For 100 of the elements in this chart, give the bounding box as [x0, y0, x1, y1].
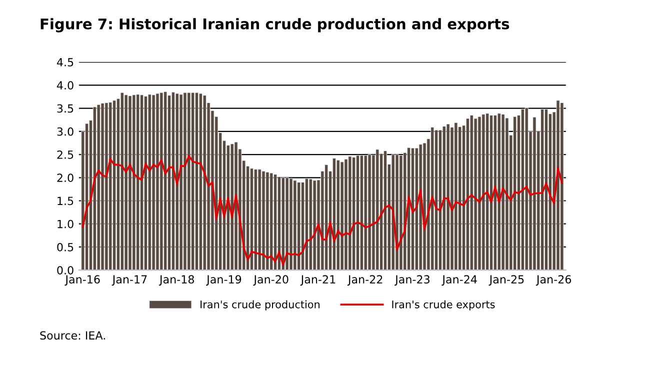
- bar: [132, 94, 136, 270]
- bar: [136, 94, 140, 270]
- bar: [144, 96, 148, 270]
- bar: [422, 142, 426, 270]
- bar: [383, 150, 388, 270]
- bar: [152, 94, 156, 270]
- bar: [560, 102, 564, 270]
- bar: [532, 116, 536, 270]
- bar: [262, 170, 266, 270]
- bar: [304, 178, 308, 270]
- bar: [128, 96, 132, 270]
- x-tick-label: Jan-23: [394, 275, 430, 286]
- bar: [540, 109, 544, 270]
- bar: [524, 108, 528, 270]
- bar: [486, 113, 490, 270]
- bar: [202, 95, 206, 270]
- x-tick-label: Jan-16: [64, 275, 100, 286]
- bar: [430, 127, 434, 270]
- bar: [285, 177, 289, 270]
- bar: [164, 91, 168, 270]
- bar: [380, 153, 384, 270]
- y-tick-label: 2.0: [57, 174, 74, 182]
- x-tick-label: Jan-26: [536, 275, 572, 286]
- bar: [258, 169, 262, 270]
- bar: [266, 172, 270, 270]
- bar: [336, 160, 340, 270]
- y-tick-label: 1.5: [58, 196, 74, 206]
- bar: [85, 123, 89, 270]
- source-note: Source: IEA.: [40, 331, 105, 340]
- bar: [356, 155, 360, 270]
- bar: [470, 115, 474, 270]
- bar: [191, 92, 195, 270]
- bar: [250, 168, 254, 270]
- bar: [274, 174, 278, 270]
- bar: [124, 94, 128, 270]
- bar: [281, 177, 285, 270]
- x-tick-label: Jan-19: [206, 275, 242, 286]
- x-tick-label: Jan-22: [347, 275, 382, 286]
- bar: [194, 92, 199, 270]
- bar: [513, 116, 517, 270]
- x-tick-label: Jan-20: [253, 275, 288, 286]
- bar: [544, 109, 548, 270]
- bar: [289, 178, 293, 270]
- y-tick-label: 3.0: [57, 127, 74, 136]
- x-tick-label: Jan-21: [300, 275, 336, 286]
- y-tick-label: 0.5: [57, 242, 74, 252]
- bar: [489, 115, 494, 270]
- bar: [270, 172, 274, 270]
- y-tick-label: 0.0: [57, 266, 74, 274]
- bar: [104, 102, 108, 270]
- bar: [474, 118, 478, 270]
- bar: [399, 155, 403, 270]
- bar: [171, 92, 175, 270]
- bar: [230, 144, 234, 270]
- y-tick-label: 2.5: [57, 150, 74, 159]
- bar: [478, 116, 482, 270]
- bar: [501, 114, 505, 270]
- x-tick-label: Jan-18: [158, 275, 194, 286]
- bar: [395, 154, 399, 270]
- bar: [520, 109, 524, 270]
- y-tick-label: 4.0: [56, 81, 74, 90]
- bar: [234, 142, 238, 270]
- bar: [112, 100, 116, 270]
- bar: [434, 130, 438, 270]
- bar: [183, 92, 187, 270]
- bar: [556, 100, 560, 270]
- bar: [92, 106, 96, 270]
- bar: [391, 154, 395, 270]
- bar: [297, 182, 301, 270]
- bar: [187, 92, 191, 270]
- bar: [493, 115, 497, 270]
- bar: [442, 126, 446, 270]
- bar: [438, 130, 442, 270]
- bar: [352, 157, 356, 270]
- bar: [446, 124, 450, 270]
- bar: [340, 162, 344, 270]
- bar: [100, 102, 104, 270]
- bar: [454, 122, 458, 270]
- bar: [156, 93, 160, 270]
- bar: [293, 180, 297, 270]
- bar: [140, 94, 144, 270]
- bar: [108, 102, 112, 270]
- bar: [96, 104, 100, 270]
- bar: [254, 169, 258, 270]
- legend-label: Iran's crude production: [200, 300, 320, 310]
- bar: [160, 92, 164, 270]
- bar: [348, 156, 352, 270]
- bar: [458, 126, 462, 270]
- bar: [482, 114, 486, 270]
- y-tick-label: 1.0: [58, 220, 74, 228]
- bar: [324, 164, 328, 270]
- bar: [410, 148, 415, 270]
- bar: [277, 176, 282, 270]
- bar: [368, 154, 372, 270]
- bar: [332, 158, 336, 270]
- bar: [466, 118, 470, 270]
- x-tick-label: Jan-17: [112, 275, 147, 286]
- bar: [308, 178, 312, 270]
- y-tick-label: 4.5: [56, 58, 74, 66]
- bar: [148, 94, 152, 270]
